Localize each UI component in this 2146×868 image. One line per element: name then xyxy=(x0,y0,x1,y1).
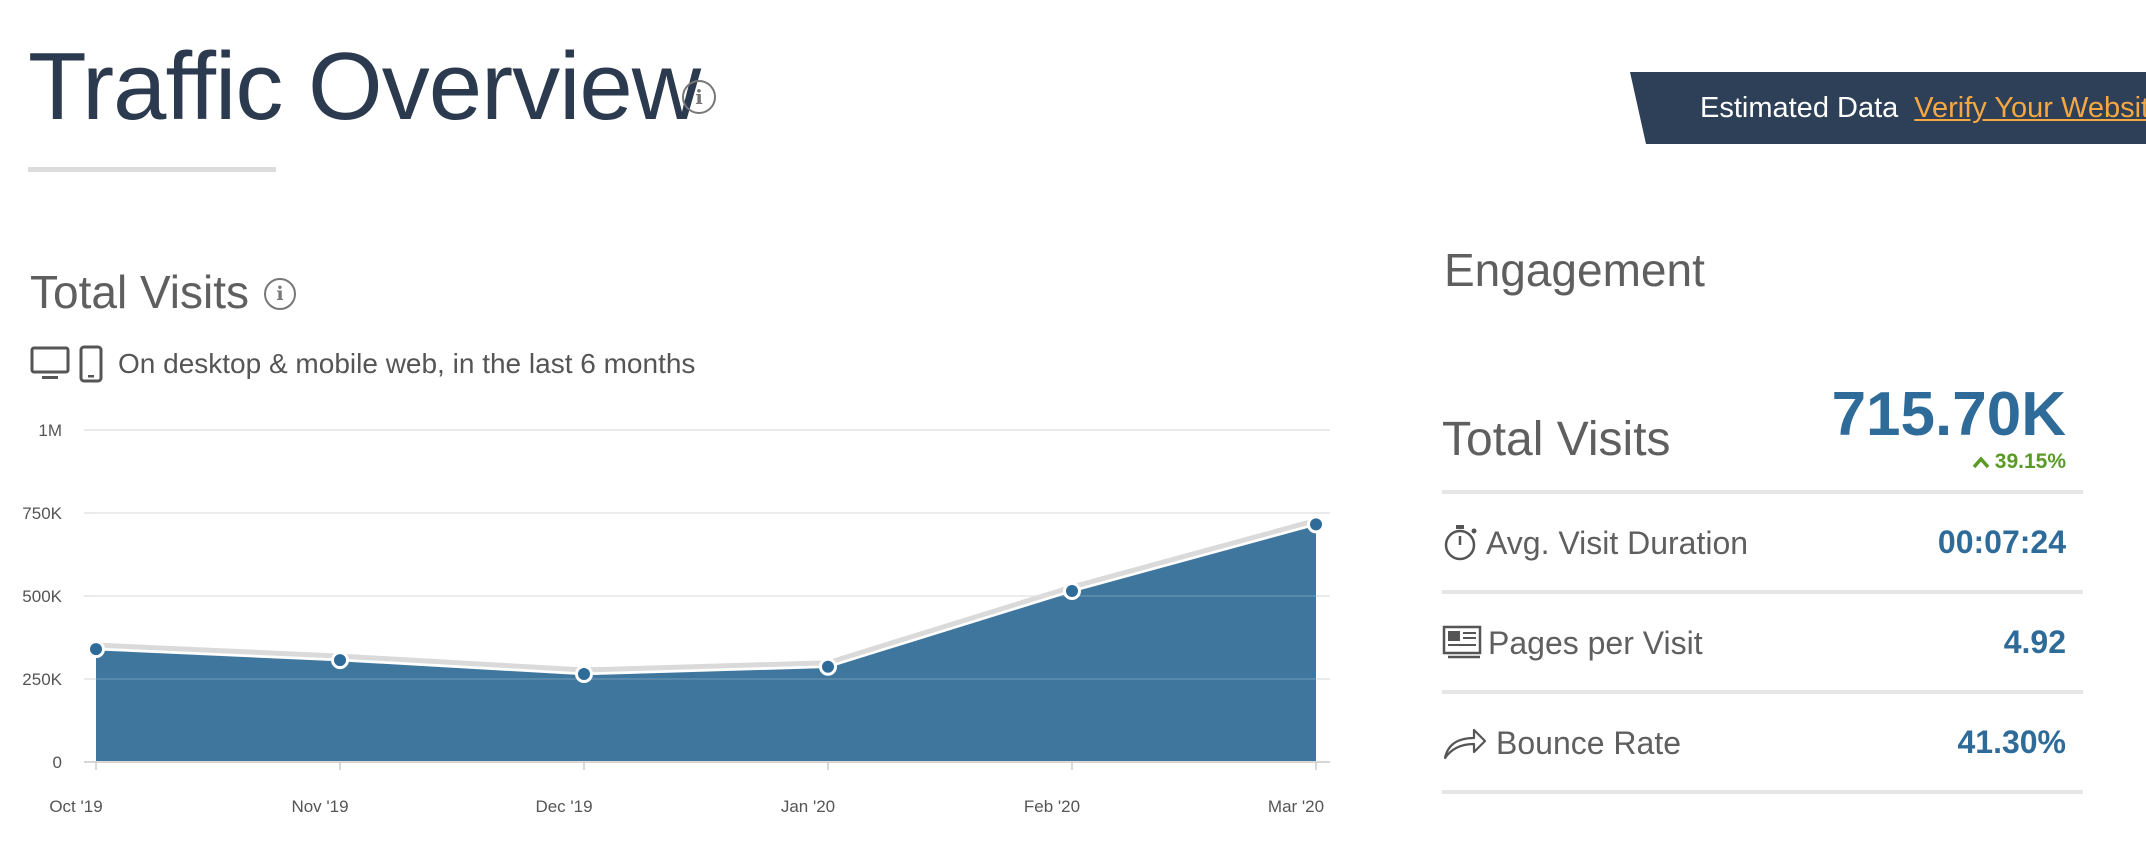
total-visits-title: Total Visits xyxy=(30,266,250,318)
verify-website-link[interactable]: Verify Your Website xyxy=(1914,92,2146,124)
x-axis-ticks: Oct '19 Nov '19 Dec '19 Jan '20 Feb '20 Mar '… xyxy=(49,762,1324,816)
y-tick-label: 250K xyxy=(22,670,62,689)
data-point xyxy=(1063,582,1081,601)
total-visits-label: Total Visits xyxy=(1442,413,1671,466)
bounce-rate-label: Bounce Rate xyxy=(1442,718,1681,768)
pages-icon xyxy=(1442,625,1482,659)
title-underline xyxy=(28,167,276,172)
data-points xyxy=(87,515,1325,684)
bounce-rate-value: 41.30% xyxy=(1957,724,2066,760)
info-icon[interactable]: i xyxy=(264,278,296,310)
metric-label: Bounce Rate xyxy=(1496,724,1682,761)
banner-content: Estimated Data Verify Your Website xyxy=(1700,88,2146,128)
caret-up-icon xyxy=(1972,456,1990,469)
data-point xyxy=(1307,515,1325,534)
device-subtitle: On desktop & mobile web, in the last 6 m… xyxy=(118,348,696,379)
series-line xyxy=(95,523,1317,676)
y-tick-label: 500K xyxy=(22,587,62,606)
x-tick-label: Mar '20 xyxy=(1268,797,1324,816)
metric-label: Pages per Visit xyxy=(1488,624,1703,661)
total-visits-chart: 0 250K 500K 750K 1M Oct '19 Nov '19 Dec '19 Jan… xyxy=(22,421,1330,816)
desktop-icon xyxy=(30,346,70,379)
x-tick-label: Nov '19 xyxy=(291,797,348,816)
stopwatch-icon xyxy=(1444,525,1477,561)
x-tick-label: Oct '19 xyxy=(49,797,102,816)
bounce-arrow-icon xyxy=(1443,728,1487,760)
y-tick-label: 1M xyxy=(38,421,62,440)
x-tick-label: Feb '20 xyxy=(1024,797,1080,816)
banner-text: Estimated Data xyxy=(1700,92,1899,124)
avg-visit-duration-value: 00:07:24 xyxy=(1937,524,2066,560)
data-point xyxy=(575,665,593,684)
data-point xyxy=(819,657,837,676)
mobile-icon xyxy=(79,345,103,383)
area-series xyxy=(84,512,1330,763)
y-axis-ticks: 0 250K 500K 750K 1M xyxy=(22,421,62,772)
divider xyxy=(1442,590,2083,594)
info-icon[interactable]: i xyxy=(682,80,716,114)
avg-visit-duration-label: Avg. Visit Duration xyxy=(1442,518,1748,568)
engagement-title: Engagement xyxy=(1444,244,1705,296)
data-point xyxy=(331,651,349,670)
page-title: Traffic Overview xyxy=(28,33,701,140)
y-tick-label: 0 xyxy=(53,753,62,772)
divider xyxy=(1442,790,2083,794)
area-fill xyxy=(96,524,1316,762)
estimated-data-banner xyxy=(1630,72,2146,144)
total-visits-value: 715.70K xyxy=(1831,380,2066,449)
x-tick-label: Jan '20 xyxy=(781,797,835,816)
divider xyxy=(1442,690,2083,694)
pages-per-visit-value: 4.92 xyxy=(2003,624,2066,660)
y-tick-label: 750K xyxy=(22,504,62,523)
change-value: 39.15% xyxy=(1994,450,2066,473)
pages-per-visit-label: Pages per Visit xyxy=(1442,618,1703,668)
series-shadow xyxy=(95,517,1317,673)
x-tick-label: Dec '19 xyxy=(535,797,592,816)
data-point xyxy=(87,640,105,659)
divider xyxy=(1442,490,2083,494)
total-visits-change: 39.15% xyxy=(1971,450,2066,474)
metric-label: Avg. Visit Duration xyxy=(1486,524,1749,561)
device-row: On desktop & mobile web, in the last 6 m… xyxy=(30,344,695,384)
